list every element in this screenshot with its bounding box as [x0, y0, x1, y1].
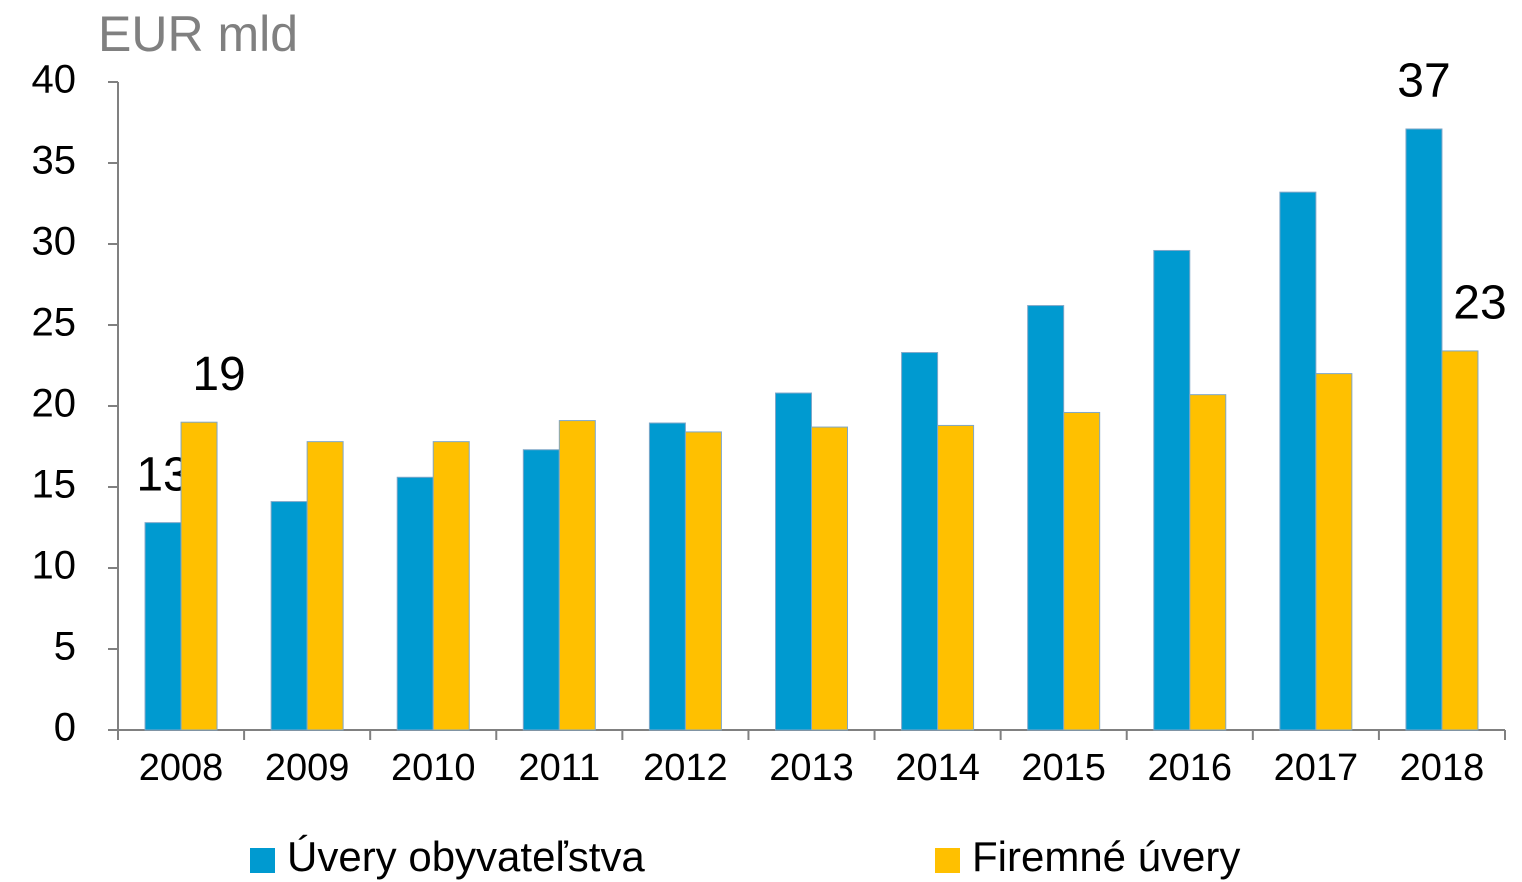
y-tick-label: 5 — [54, 625, 76, 669]
bar — [180, 421, 218, 731]
y-axis-title: EUR mld — [98, 6, 298, 62]
bar — [684, 431, 722, 731]
bar — [522, 449, 560, 731]
bar — [396, 476, 434, 731]
legend-swatch — [250, 848, 275, 873]
y-tick-label: 35 — [32, 139, 77, 183]
bar — [432, 441, 470, 731]
x-tick-label: 2010 — [391, 747, 476, 789]
x-tick-label: 2015 — [1021, 747, 1106, 789]
bar — [558, 420, 596, 731]
x-tick-label: 2009 — [265, 747, 350, 789]
bar — [1063, 411, 1101, 731]
x-tick-label: 2016 — [1147, 747, 1232, 789]
bar — [1315, 373, 1353, 731]
x-tick-label: 2008 — [139, 747, 224, 789]
legend-swatch — [935, 848, 960, 873]
x-tick-label: 2011 — [518, 747, 600, 789]
y-tick-label: 30 — [32, 220, 77, 264]
y-tick-label: 15 — [32, 463, 77, 507]
x-tick-label: 2012 — [643, 747, 728, 789]
bar — [1189, 394, 1227, 731]
bar — [811, 426, 848, 731]
bar — [1279, 191, 1317, 731]
bar — [1405, 128, 1443, 731]
bar — [648, 422, 686, 731]
bar — [1027, 305, 1065, 731]
y-tick-label: 10 — [32, 544, 77, 588]
y-tick-label: 25 — [32, 301, 77, 345]
y-tick-label: 0 — [54, 706, 76, 750]
y-tick-label: 20 — [32, 382, 77, 426]
bar — [1441, 350, 1479, 731]
bar — [1153, 249, 1191, 731]
bar — [775, 392, 812, 731]
x-tick-label: 2017 — [1274, 747, 1359, 789]
x-tick-label: 2014 — [895, 747, 980, 789]
legend-label: Firemné úvery — [972, 833, 1240, 880]
bar — [270, 501, 308, 731]
y-tick-label: 40 — [32, 58, 77, 102]
legend-label: Úvery obyvateľstva — [287, 833, 645, 880]
x-tick-label: 2018 — [1400, 747, 1485, 789]
x-tick-label: 2013 — [769, 747, 854, 789]
bar — [306, 441, 344, 731]
bar — [901, 352, 939, 731]
data-label: 23 — [1453, 277, 1506, 330]
data-label: 19 — [192, 348, 245, 401]
data-label: 37 — [1397, 55, 1450, 108]
bar — [144, 522, 182, 731]
bar — [937, 424, 975, 731]
